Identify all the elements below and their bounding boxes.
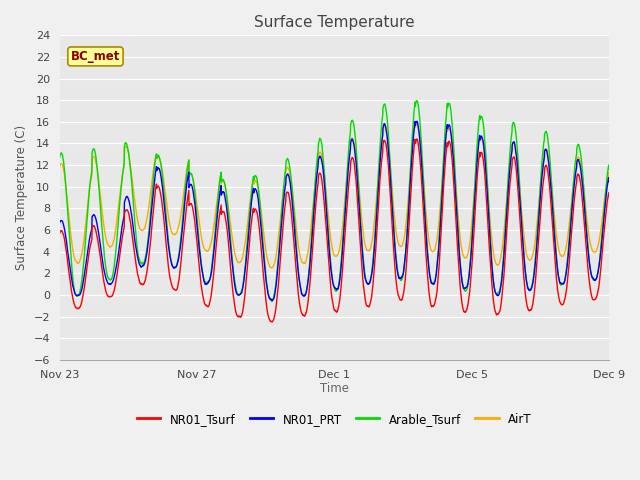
Y-axis label: Surface Temperature (C): Surface Temperature (C) (15, 125, 28, 270)
Text: BC_met: BC_met (71, 50, 120, 63)
X-axis label: Time: Time (320, 382, 349, 396)
Title: Surface Temperature: Surface Temperature (254, 15, 415, 30)
Legend: NR01_Tsurf, NR01_PRT, Arable_Tsurf, AirT: NR01_Tsurf, NR01_PRT, Arable_Tsurf, AirT (132, 408, 537, 431)
